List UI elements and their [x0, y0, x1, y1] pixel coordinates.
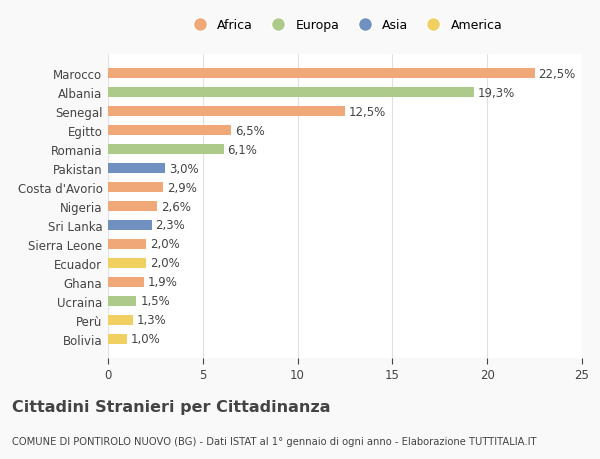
Bar	[108, 258, 146, 269]
Text: 6,5%: 6,5%	[235, 124, 265, 137]
Bar	[108, 88, 474, 98]
Bar	[108, 163, 165, 174]
Text: 12,5%: 12,5%	[349, 106, 386, 118]
Bar	[108, 145, 224, 155]
Legend: Africa, Europa, Asia, America: Africa, Europa, Asia, America	[187, 19, 503, 32]
Text: 6,1%: 6,1%	[227, 143, 257, 156]
Bar	[108, 277, 144, 287]
Bar	[108, 296, 136, 307]
Bar	[108, 202, 157, 212]
Text: COMUNE DI PONTIROLO NUOVO (BG) - Dati ISTAT al 1° gennaio di ogni anno - Elabora: COMUNE DI PONTIROLO NUOVO (BG) - Dati IS…	[12, 436, 536, 446]
Text: Cittadini Stranieri per Cittadinanza: Cittadini Stranieri per Cittadinanza	[12, 399, 331, 414]
Bar	[108, 220, 152, 231]
Text: 2,9%: 2,9%	[167, 181, 197, 194]
Bar	[108, 106, 345, 117]
Bar	[108, 315, 133, 325]
Bar	[108, 182, 163, 193]
Text: 1,0%: 1,0%	[131, 333, 161, 346]
Text: 1,3%: 1,3%	[136, 313, 166, 327]
Text: 2,0%: 2,0%	[150, 238, 179, 251]
Text: 2,3%: 2,3%	[155, 219, 185, 232]
Text: 1,5%: 1,5%	[140, 295, 170, 308]
Text: 19,3%: 19,3%	[478, 86, 515, 100]
Text: 3,0%: 3,0%	[169, 162, 198, 175]
Text: 2,6%: 2,6%	[161, 200, 191, 213]
Text: 2,0%: 2,0%	[150, 257, 179, 270]
Text: 1,9%: 1,9%	[148, 276, 178, 289]
Bar	[108, 239, 146, 250]
Bar	[108, 126, 231, 136]
Text: 22,5%: 22,5%	[538, 67, 575, 80]
Bar	[108, 334, 127, 344]
Bar	[108, 69, 535, 79]
